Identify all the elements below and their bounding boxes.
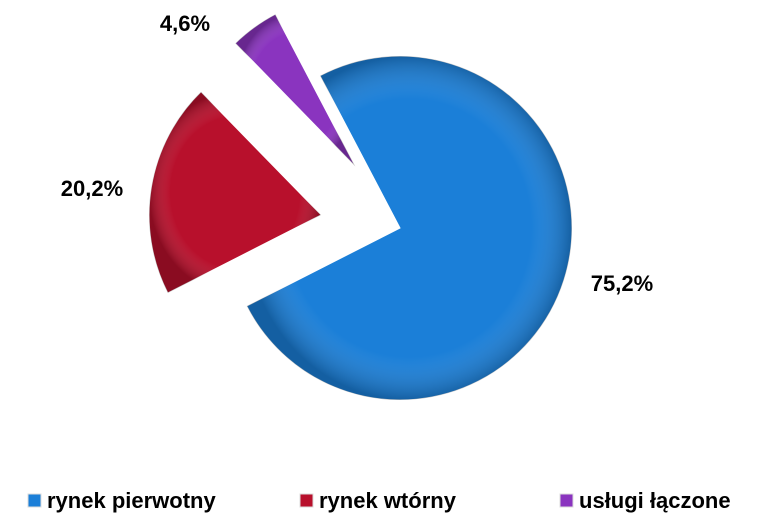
legend-swatch	[559, 493, 574, 508]
data-label: 4,6%	[160, 11, 210, 36]
pie-slice	[148, 91, 322, 294]
data-label: 20,2%	[61, 176, 123, 201]
legend-label: rynek wtórny	[319, 488, 457, 513]
legend-swatch	[299, 493, 314, 508]
legend-swatch	[27, 493, 42, 508]
legend-label: rynek pierwotny	[47, 488, 216, 513]
legend-label: usługi łączone	[579, 488, 731, 513]
data-label: 75,2%	[591, 271, 653, 296]
